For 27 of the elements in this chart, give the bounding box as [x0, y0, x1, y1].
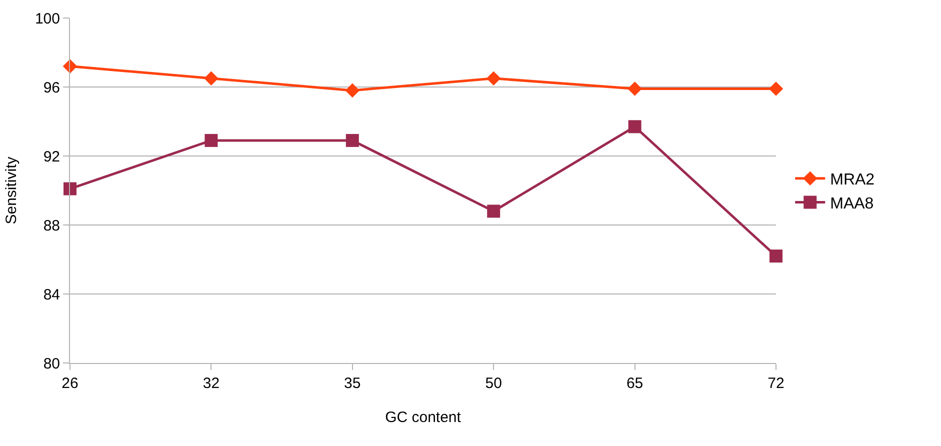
legend-label: MRA2 [830, 172, 875, 189]
legend-label: MAA8 [830, 195, 874, 212]
point [770, 250, 782, 263]
x-tick-label: 35 [344, 375, 361, 392]
point [346, 134, 359, 147]
y-tick-label: 96 [43, 79, 60, 96]
point [487, 204, 500, 218]
y-tick-label: 100 [34, 10, 60, 28]
point [628, 82, 642, 96]
y-axis-title: Sensitivity [3, 156, 20, 224]
point [345, 83, 360, 98]
point [768, 82, 784, 96]
x-tick-label: 65 [626, 375, 644, 392]
y-tick-label: 92 [43, 148, 60, 166]
y-tick-label: 84 [43, 286, 60, 304]
point [486, 71, 501, 86]
point [204, 71, 218, 86]
x-tick-label: 72 [768, 375, 784, 392]
y-tick-label: 88 [43, 217, 60, 234]
x-tick-label: 50 [485, 375, 502, 392]
y-tick-label: 80 [43, 355, 60, 372]
point [628, 120, 642, 134]
x-axis-title: GC content [385, 409, 462, 426]
point [204, 134, 218, 147]
x-tick-label: 32 [202, 375, 220, 392]
x-tick-label: 26 [62, 375, 78, 392]
point [64, 182, 76, 196]
